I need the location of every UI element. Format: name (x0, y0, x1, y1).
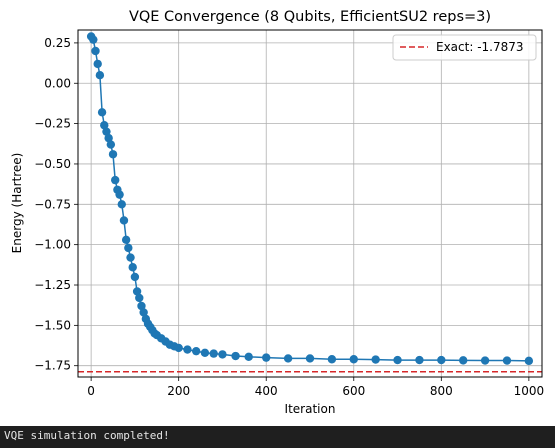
y-tick-label: −1.25 (34, 278, 71, 292)
energy-point (480, 356, 490, 365)
cell-output: VQE simulation completed! (0, 426, 555, 448)
energy-point (117, 200, 126, 209)
energy-point (200, 348, 210, 357)
y-tick-label: 0.00 (44, 76, 71, 90)
energy-point (100, 121, 109, 130)
y-tick-label: −1.00 (34, 238, 71, 252)
energy-point (437, 355, 446, 365)
plot-area-frame (77, 29, 543, 378)
energy-point (119, 216, 129, 225)
energy-point (459, 356, 468, 365)
legend-label-exact: Exact: -1.7873 (436, 40, 524, 54)
y-axis-ticks: 0.25 0.00 −0.25 −0.50 −0.75 −1.00 −1.25 −1.50 −1… (34, 36, 78, 373)
energy-point (305, 354, 315, 363)
energy-point (174, 343, 183, 353)
chart-figure: 0 200 400 600 800 1000 0.25 0.00 −0.25 −0.50 −0.7… (0, 0, 555, 426)
energy-point (137, 301, 146, 311)
grid-lines (78, 30, 542, 377)
energy-point (209, 349, 218, 358)
x-tick-label: 800 (430, 384, 453, 398)
energy-point (91, 46, 100, 56)
x-tick-label: 400 (255, 384, 278, 398)
x-tick-label: 600 (342, 384, 365, 398)
energy-point (393, 355, 402, 365)
energy-point (349, 355, 358, 364)
energy-point (502, 356, 512, 365)
y-tick-label: −0.50 (34, 157, 71, 171)
energy-series (86, 32, 534, 366)
x-tick-label: 200 (167, 384, 190, 398)
y-tick-label: −1.75 (34, 359, 71, 373)
energy-point (130, 272, 140, 282)
energy-point (371, 355, 380, 364)
energy-point (132, 287, 142, 296)
legend-box (392, 34, 537, 61)
energy-point (108, 150, 118, 159)
energy-point (218, 350, 227, 359)
energy-point (135, 293, 144, 303)
energy-point (415, 355, 424, 365)
energy-point (126, 253, 135, 262)
energy-point (95, 70, 105, 80)
energy-point (183, 345, 192, 354)
x-tick-label: 1000 (514, 384, 545, 398)
energy-point (102, 127, 111, 136)
energy-point (283, 354, 293, 363)
legend: Exact: -1.7873 (392, 34, 537, 61)
energy-point (93, 59, 102, 69)
y-tick-label: −0.25 (34, 117, 71, 131)
energy-point (128, 263, 137, 272)
energy-point (124, 243, 133, 253)
energy-point (327, 355, 337, 364)
chart-title: VQE Convergence (8 Qubits, EfficientSU2 … (129, 9, 491, 25)
energy-point (121, 235, 131, 245)
energy-point (524, 356, 534, 366)
energy-point (262, 353, 271, 362)
energy-point (231, 351, 240, 361)
energy-series-line (90, 36, 529, 362)
y-axis-title: Energy (Hartree) (10, 153, 24, 254)
energy-point (97, 108, 107, 117)
y-tick-label: 0.25 (44, 36, 71, 50)
energy-point (139, 308, 148, 317)
x-tick-label: 0 (87, 384, 95, 398)
energy-point (115, 190, 124, 199)
energy-point (191, 346, 201, 356)
x-axis-title: Iteration (285, 402, 336, 416)
y-tick-label: −1.50 (34, 318, 71, 332)
y-tick-label: −0.75 (34, 197, 71, 211)
energy-point (106, 140, 116, 149)
energy-point (244, 352, 253, 362)
energy-point (104, 133, 113, 143)
energy-point (89, 35, 98, 44)
x-axis-ticks: 0 200 400 600 800 1000 (87, 377, 544, 398)
vqe-convergence-chart: 0 200 400 600 800 1000 0.25 0.00 −0.25 −0.50 −0.7… (10, 9, 544, 416)
energy-point (111, 175, 120, 185)
